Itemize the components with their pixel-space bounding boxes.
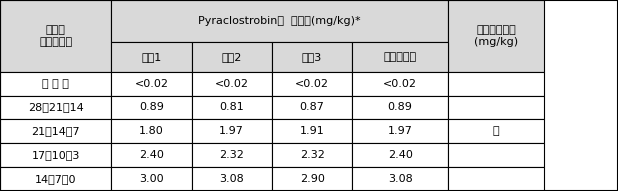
Text: 28－21－14: 28－21－14 xyxy=(28,102,83,112)
Text: 무 처 리: 무 처 리 xyxy=(42,79,69,89)
Bar xyxy=(0,72,111,96)
Text: －: － xyxy=(493,126,499,136)
Text: 1.80: 1.80 xyxy=(139,126,164,136)
Text: 반복3: 반복3 xyxy=(302,52,322,62)
Bar xyxy=(352,72,448,96)
Bar xyxy=(352,96,448,119)
Text: 0.89: 0.89 xyxy=(387,102,413,112)
Bar xyxy=(352,119,448,143)
Text: 17－10－3: 17－10－3 xyxy=(32,150,80,160)
Text: 수확전
약제처리일: 수확전 약제처리일 xyxy=(39,25,72,47)
Bar xyxy=(111,72,192,96)
Text: 2.40: 2.40 xyxy=(139,150,164,160)
Text: 반복1: 반복1 xyxy=(142,52,161,62)
Text: <0.02: <0.02 xyxy=(383,79,417,89)
Bar xyxy=(111,143,192,167)
Bar xyxy=(272,96,352,119)
Bar xyxy=(192,42,272,72)
Text: 14－7－0: 14－7－0 xyxy=(35,174,77,184)
Bar xyxy=(272,42,352,72)
Text: <0.02: <0.02 xyxy=(295,79,329,89)
Bar xyxy=(272,167,352,191)
Bar xyxy=(192,96,272,119)
Bar xyxy=(352,167,448,191)
Bar xyxy=(448,96,544,119)
Bar xyxy=(272,72,352,96)
Text: <0.02: <0.02 xyxy=(214,79,249,89)
Bar xyxy=(272,143,352,167)
Text: 0.89: 0.89 xyxy=(139,102,164,112)
Bar xyxy=(111,119,192,143)
Bar xyxy=(111,0,448,42)
Text: Pyraclostrobin의  잔류량(mg/kg)*: Pyraclostrobin의 잔류량(mg/kg)* xyxy=(198,16,361,26)
Text: 2.32: 2.32 xyxy=(300,150,324,160)
Text: 21－14－7: 21－14－7 xyxy=(32,126,80,136)
Bar xyxy=(192,167,272,191)
Text: 0.87: 0.87 xyxy=(300,102,324,112)
Text: 2.40: 2.40 xyxy=(387,150,413,160)
Bar xyxy=(192,119,272,143)
Bar xyxy=(0,119,111,143)
Bar xyxy=(111,96,192,119)
Text: 3.08: 3.08 xyxy=(219,174,244,184)
Text: 0.81: 0.81 xyxy=(219,102,244,112)
Text: 최대잔류량: 최대잔류량 xyxy=(384,52,417,62)
Text: 2.32: 2.32 xyxy=(219,150,244,160)
Text: 1.91: 1.91 xyxy=(300,126,324,136)
Bar xyxy=(448,167,544,191)
Bar xyxy=(272,119,352,143)
Bar xyxy=(352,143,448,167)
Bar xyxy=(448,0,544,72)
Bar xyxy=(0,167,111,191)
Bar xyxy=(448,119,544,143)
Text: 3.00: 3.00 xyxy=(139,174,164,184)
Bar xyxy=(352,42,448,72)
Text: 3.08: 3.08 xyxy=(387,174,413,184)
Text: 반복2: 반복2 xyxy=(222,52,242,62)
Bar xyxy=(448,72,544,96)
Text: 2.90: 2.90 xyxy=(300,174,324,184)
Bar xyxy=(448,143,544,167)
Text: <0.02: <0.02 xyxy=(134,79,169,89)
Bar xyxy=(111,42,192,72)
Bar xyxy=(192,72,272,96)
Bar xyxy=(192,143,272,167)
Text: 1.97: 1.97 xyxy=(219,126,244,136)
Bar xyxy=(111,167,192,191)
Bar xyxy=(0,0,111,72)
Bar xyxy=(0,96,111,119)
Text: 잔류허용기준
(mg/kg): 잔류허용기준 (mg/kg) xyxy=(474,25,518,47)
Bar xyxy=(0,143,111,167)
Text: 1.97: 1.97 xyxy=(387,126,413,136)
